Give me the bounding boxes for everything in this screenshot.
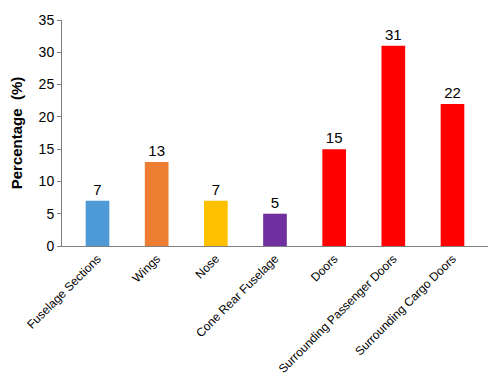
svg-text:Percentage (%): Percentage (%)	[8, 77, 25, 190]
svg-text:5: 5	[271, 194, 279, 211]
svg-text:20: 20	[39, 109, 55, 125]
svg-text:10: 10	[39, 173, 55, 189]
svg-text:15: 15	[39, 141, 55, 157]
svg-text:13: 13	[148, 142, 165, 159]
svg-text:7: 7	[212, 181, 220, 198]
svg-text:30: 30	[39, 44, 55, 60]
svg-text:35: 35	[39, 12, 55, 28]
svg-text:Nose: Nose	[192, 252, 222, 282]
svg-text:22: 22	[444, 84, 461, 101]
svg-text:Fuselage Sections: Fuselage Sections	[24, 252, 104, 332]
svg-text:25: 25	[39, 76, 55, 92]
svg-text:Cone Rear Fuselage: Cone Rear Fuselage	[193, 252, 281, 340]
svg-text:Surrounding Cargo Doors: Surrounding Cargo Doors	[352, 252, 459, 359]
svg-text:7: 7	[93, 181, 101, 198]
svg-text:Doors: Doors	[308, 252, 341, 285]
svg-text:0: 0	[46, 238, 54, 254]
svg-text:Surrounding Passenger Doors: Surrounding Passenger Doors	[276, 252, 400, 376]
svg-text:15: 15	[326, 129, 343, 146]
svg-text:5: 5	[46, 206, 54, 222]
svg-text:Wings: Wings	[130, 252, 163, 285]
svg-text:31: 31	[385, 26, 402, 43]
